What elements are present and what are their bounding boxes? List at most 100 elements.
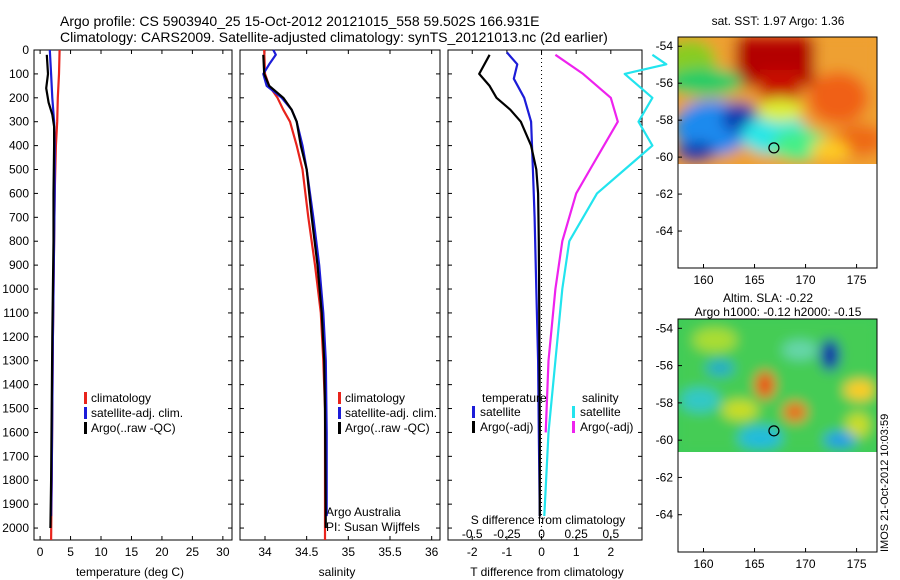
legend-label: satellite (480, 405, 521, 419)
argo-location-marker (768, 425, 780, 437)
depth-tick-label: 1800 (2, 473, 29, 487)
x-tick-label: 2 (607, 545, 614, 559)
salinity-panel (239, 49, 441, 541)
legend-swatch (572, 421, 575, 433)
sst-map (678, 37, 877, 164)
map-y-tick-label: -54 (656, 321, 674, 335)
series-line-argo-raw-qc- (45, 54, 56, 529)
map-y-tick-label: -60 (656, 150, 674, 164)
x-tick-label: 34.5 (295, 545, 319, 559)
x-tick-label: 35.5 (378, 545, 402, 559)
legend-swatch (572, 406, 575, 418)
map-y-tick-label: -56 (656, 359, 674, 373)
map-x-tick-label: 160 (693, 273, 713, 287)
sst-map-title: sat. SST: 1.97 Argo: 1.36 (712, 14, 845, 28)
depth-tick-label: 500 (9, 163, 29, 177)
map-x-tick-label: 170 (796, 273, 816, 287)
temperature-panel (33, 49, 233, 541)
depth-tick-label: 400 (9, 139, 29, 153)
depth-tick-label: 1500 (2, 402, 29, 416)
legend-label: satellite (580, 405, 621, 419)
legend-swatch (338, 392, 341, 404)
chart-marks: 0100200300400500600700800900100011001200… (2, 39, 867, 571)
salinity-annotation-2: PI: Susan Wijffels (326, 520, 420, 534)
legend-swatch (338, 422, 341, 434)
legend-label: Argo(..raw -QC) (91, 421, 176, 435)
map-y-tick-label: -56 (656, 76, 674, 90)
credit-text: IMOS 21-Oct-2012 10:03:59 (879, 414, 891, 552)
x-tick-label: 30 (216, 545, 230, 559)
x-tick-label: 0 (538, 545, 545, 559)
difference-xlabel: T difference from climatology (470, 565, 624, 579)
map-y-tick-label: -58 (656, 113, 674, 127)
x-tick-label: 1 (573, 545, 580, 559)
x2-tick-label: -0.25 (493, 527, 521, 541)
legend-swatch (84, 392, 87, 404)
legend-title: temperature (482, 391, 547, 405)
x-tick-label: 5 (67, 545, 74, 559)
legend-label: satellite-adj. clim. (345, 406, 437, 420)
x-tick-label: 0 (37, 545, 44, 559)
map-y-tick-label: -60 (656, 433, 674, 447)
x2-tick-label: 0.5 (602, 527, 619, 541)
sla-map-frame (677, 318, 878, 553)
legend-swatch (84, 422, 87, 434)
sla-map-title: Altim. SLA: -0.22 (723, 291, 813, 305)
map-y-tick-label: -58 (656, 396, 674, 410)
map-x-tick-label: 165 (745, 273, 765, 287)
legend-label: Argo(-adj) (480, 420, 533, 434)
series-line-satellite (506, 51, 541, 517)
x-tick-label: 36 (425, 545, 439, 559)
x-tick-label: 35 (342, 545, 356, 559)
sla-map (678, 319, 877, 452)
map-y-tick-label: -62 (656, 187, 674, 201)
depth-tick-label: 800 (9, 234, 29, 248)
depth-tick-label: 1600 (2, 425, 29, 439)
difference-panel (447, 49, 643, 541)
depth-tick-label: 1100 (3, 306, 29, 320)
depth-tick-label: 900 (9, 258, 29, 272)
depth-tick-label: 100 (9, 67, 29, 81)
figure-subtitle: Climatology: CARS2009. Satellite-adjuste… (60, 29, 608, 45)
map-x-tick-label: 170 (796, 557, 816, 571)
difference-x2label: S difference from climatology (471, 513, 626, 527)
legend-swatch (338, 407, 341, 419)
depth-tick-label: 1900 (2, 497, 29, 511)
series-line-argo-adj- (544, 53, 619, 433)
series-line-argo-raw-qc- (262, 54, 327, 529)
legend-label: satellite-adj. clim. (91, 406, 183, 420)
argo-location-marker (768, 142, 780, 154)
depth-tick-label: 700 (9, 210, 29, 224)
x-tick-label: -1 (502, 545, 513, 559)
sst-map-frame (677, 36, 878, 269)
map-x-tick-label: 175 (847, 273, 867, 287)
map-y-tick-label: -64 (656, 508, 674, 522)
x-tick-label: 20 (155, 545, 169, 559)
salinity-annotation-1: Argo Australia (326, 505, 401, 519)
figure-title: Argo profile: CS 5903940_25 15-Oct-2012 … (60, 13, 540, 29)
x-tick-label: 25 (186, 545, 200, 559)
x-tick-label: -2 (467, 545, 478, 559)
map-y-tick-label: -54 (656, 39, 674, 53)
legend-swatch (472, 421, 475, 433)
x2-tick-label: -0.5 (462, 527, 483, 541)
legend-label: climatology (91, 391, 151, 405)
depth-tick-label: 0 (22, 43, 29, 57)
legend-label: Argo(..raw -QC) (345, 421, 430, 435)
legend-label: Argo(-adj) (580, 420, 633, 434)
depth-tick-label: 2000 (2, 521, 29, 535)
series-line-argo-adj- (478, 54, 541, 517)
legend-title: salinity (582, 391, 619, 405)
depth-tick-label: 1400 (2, 378, 29, 392)
map-x-tick-label: 175 (847, 557, 867, 571)
salinity-xlabel: salinity (319, 565, 356, 579)
map-y-tick-label: -62 (656, 470, 674, 484)
temperature-xlabel: temperature (deg C) (76, 565, 184, 579)
depth-tick-label: 1000 (2, 282, 29, 296)
map-x-tick-label: 165 (745, 557, 765, 571)
depth-tick-label: 600 (9, 186, 29, 200)
depth-tick-label: 1700 (2, 449, 29, 463)
x2-tick-label: 0.25 (564, 527, 588, 541)
legend-swatch (84, 407, 87, 419)
